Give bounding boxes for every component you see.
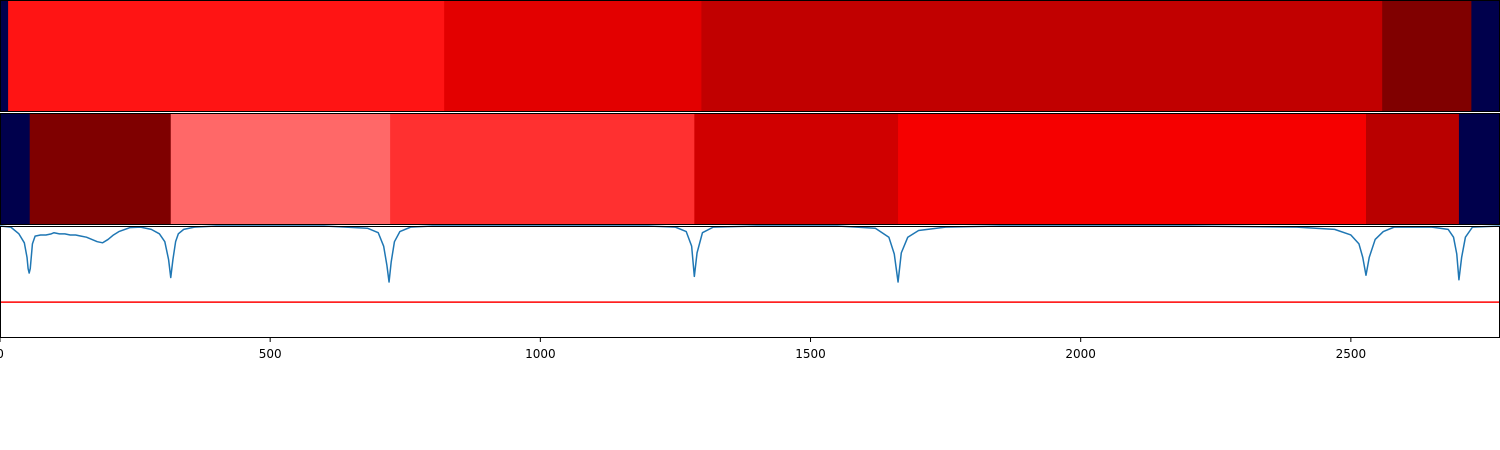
segment-1-1	[8, 0, 445, 112]
segment-2-2	[170, 113, 391, 225]
x-tick-label-2000: 2000	[1065, 347, 1096, 361]
segmentation-panel-2	[0, 113, 1500, 225]
signal-series-line-0	[0, 225, 1500, 283]
signal-panel	[0, 225, 1500, 338]
segment-2-7	[1458, 113, 1500, 225]
segment-2-0	[0, 113, 31, 225]
segment-1-4	[1382, 0, 1472, 112]
x-tick-label-0: 0	[0, 347, 4, 361]
signal-background	[0, 226, 1500, 338]
segment-1-3	[701, 0, 1383, 112]
segment-1-5	[1471, 0, 1500, 112]
segment-2-4	[694, 113, 899, 225]
x-tick-label-1500: 1500	[795, 347, 826, 361]
x-tick-label-2500: 2500	[1336, 347, 1367, 361]
segment-2-3	[390, 113, 695, 225]
x-tick-label-1000: 1000	[525, 347, 556, 361]
segment-1-2	[444, 0, 702, 112]
x-axis: 0 500 1000 1500 2000 2500	[0, 338, 1366, 361]
segment-2-6	[1365, 113, 1460, 225]
segment-2-1	[29, 113, 172, 225]
x-tick-label-500: 500	[259, 347, 282, 361]
segmentation-panel-1	[0, 0, 1500, 112]
segment-1-0	[0, 0, 9, 112]
segment-2-5	[898, 113, 1367, 225]
